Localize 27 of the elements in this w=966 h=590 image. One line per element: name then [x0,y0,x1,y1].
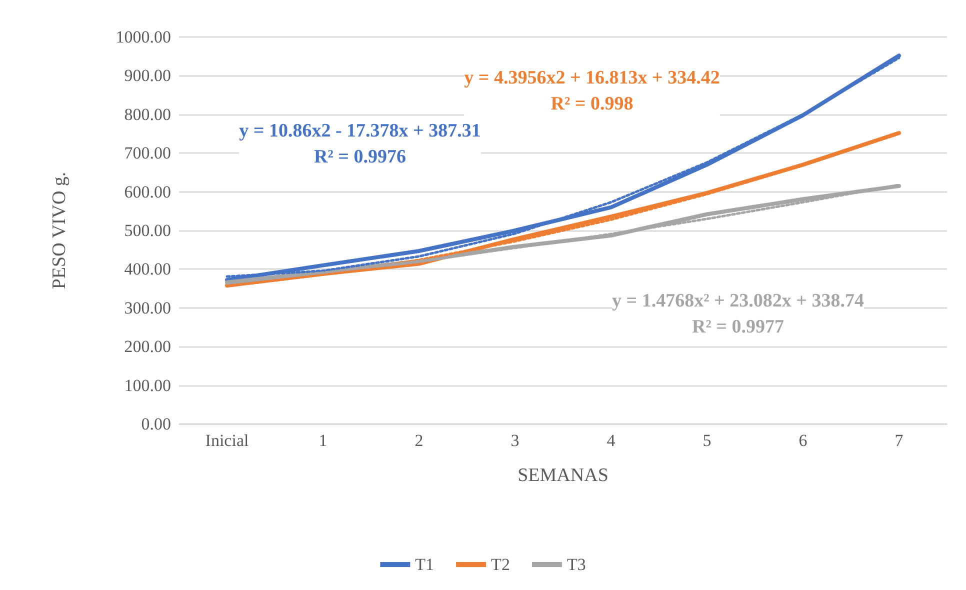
x-tick-label: 6 [798,431,808,450]
legend-label: T1 [415,555,434,574]
annotation: y = 4.3956x2 + 16.813x + 334.42 R² = 0.998 [464,68,720,114]
y-tick-label: 1000.00 [116,28,171,46]
x-tick-label: 5 [702,431,712,450]
y-axis-title: PESO VIVO g. [49,172,70,290]
annotation: y = 1.4768x² + 23.082x + 338.74 R² = 0.9977 [612,290,864,338]
x-tick-label: 7 [894,431,904,450]
y-tick-label: 800.00 [124,104,171,124]
y-tick-label: 700.00 [124,144,171,163]
x-tick-label: 1 [318,431,328,450]
y-tick-label: 100.00 [124,376,171,395]
legend-label: T2 [491,555,510,574]
x-tick-label: Inicial [205,431,249,450]
y-tick-label: 600.00 [124,182,171,202]
legend-label: T3 [566,555,586,574]
x-tick-label: 4 [606,431,616,450]
y-tick-label: 400.00 [124,260,171,279]
y-tick-label: 200.00 [124,337,171,356]
y-tick-label: 300.00 [124,298,171,318]
x-tick-label: 3 [510,431,520,450]
annotation: y = 10.86x2 - 17.378x + 387.31 R² = 0.9976 [239,120,481,168]
y-tick-label: 500.00 [124,221,171,240]
x-tick-label: 2 [414,431,424,450]
y-tick-label: 0.00 [141,414,171,434]
x-axis-title: SEMANAS [518,465,608,486]
y-tick-label: 900.00 [124,66,171,86]
